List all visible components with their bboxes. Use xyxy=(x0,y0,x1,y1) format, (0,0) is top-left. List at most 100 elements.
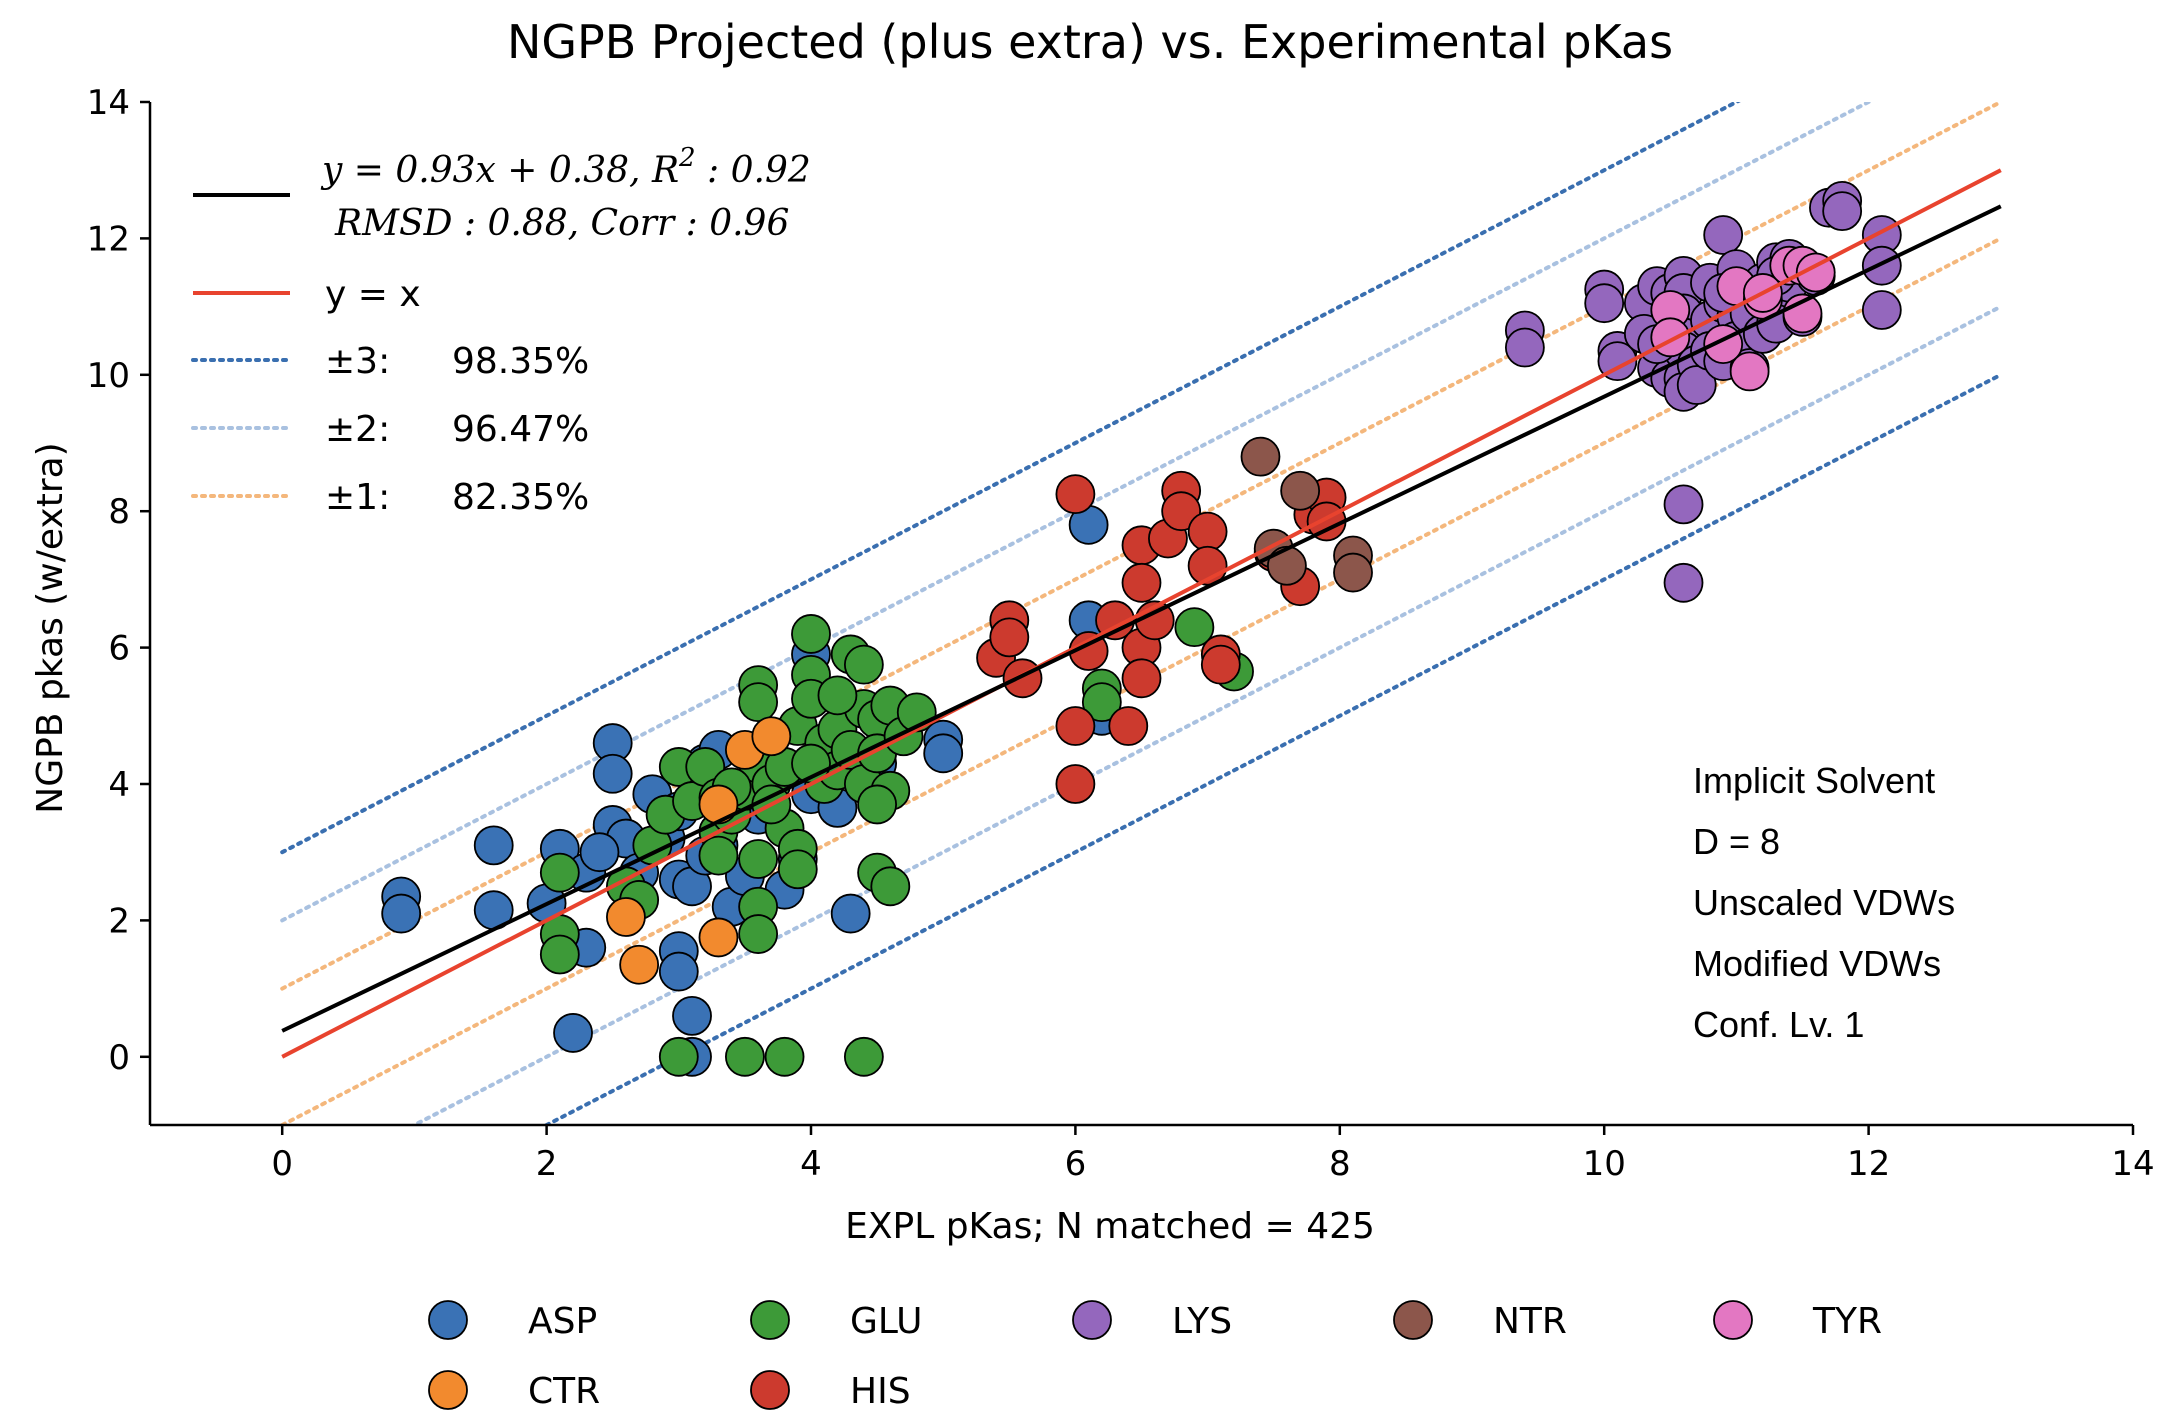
point-asp-18 xyxy=(658,951,699,992)
point-glu-42 xyxy=(843,1036,884,1077)
point-his-9 xyxy=(1108,706,1149,746)
point-glu-0 xyxy=(539,852,580,893)
point-his-18 xyxy=(1187,511,1228,552)
y-tick-label: 0 xyxy=(108,1038,130,1078)
legend-marker-tyr xyxy=(1713,1300,1753,1340)
point-his-13 xyxy=(1121,658,1162,699)
point-glu-53 xyxy=(857,784,897,825)
y-tick-label: 10 xyxy=(87,356,130,396)
legend-label-glu: GLU xyxy=(850,1301,923,1342)
legend-marker-his xyxy=(750,1370,790,1410)
category-legend: ASP GLU LYS NTR TYR CTR HIS xyxy=(428,1300,1882,1412)
fit-legend: y = 0.93x + 0.38, R2 : 0.92 RMSD : 0.88, … xyxy=(191,143,811,518)
y-tick-label: 2 xyxy=(108,901,130,941)
point-lys-47 xyxy=(1861,245,1902,286)
point-asp-2 xyxy=(473,825,514,866)
point-ctr-2 xyxy=(698,784,739,825)
y-tick-label: 12 xyxy=(87,219,130,259)
point-ntr-0 xyxy=(1240,436,1281,477)
legend-marker-glu xyxy=(750,1300,790,1340)
legend-marker-ctr xyxy=(428,1370,468,1410)
point-lys-48 xyxy=(1861,290,1902,330)
legend-band-percent-2: 96.47% xyxy=(452,409,589,450)
point-glu-18 xyxy=(738,682,779,723)
legend-label-tyr: TYR xyxy=(1812,1301,1882,1342)
x-axis-label: EXPL pKas; N matched = 425 xyxy=(845,1206,1375,1247)
x-tick-label: 2 xyxy=(536,1144,558,1184)
legend-band-label-2: ±2: xyxy=(325,409,390,450)
legend-fit-equation-main: y = 0.93x + 0.38, R xyxy=(320,150,679,191)
point-glu-16 xyxy=(725,1036,765,1077)
annotation-line-2: Unscaled VDWs xyxy=(1693,882,1955,923)
x-tick-label: 12 xyxy=(1847,1144,1890,1184)
band-line-plus-2 xyxy=(280,102,1873,923)
point-lys-22 xyxy=(1676,365,1717,405)
point-his-17 xyxy=(1161,491,1202,532)
point-his-11 xyxy=(1121,562,1162,603)
point-glu-8 xyxy=(658,1036,699,1077)
chart-title: NGPB Projected (plus extra) vs. Experime… xyxy=(507,15,1673,69)
legend-band-percent-3: 98.35% xyxy=(452,341,589,382)
legend-band-label-1: ±1: xyxy=(325,477,390,518)
fit-line xyxy=(281,204,2002,1033)
axes: 0 2 4 6 8 10 12 14 0 2 4 6 8 10 12 14 xyxy=(87,83,2155,1184)
point-his-3 xyxy=(1002,658,1043,699)
point-lys-19 xyxy=(1663,484,1704,525)
point-his-2 xyxy=(989,617,1030,658)
point-asp-42 xyxy=(579,832,620,873)
point-asp-6 xyxy=(553,1013,593,1053)
point-glu-30 xyxy=(791,614,831,654)
point-asp-10 xyxy=(592,753,633,794)
point-lys-1 xyxy=(1504,327,1545,368)
point-ctr-0 xyxy=(606,897,646,937)
y-axis-label: NGPB pkas (w/extra) xyxy=(30,442,71,813)
point-tyr-1 xyxy=(1650,317,1691,358)
legend-label-lys: LYS xyxy=(1172,1301,1232,1342)
point-ntr-2 xyxy=(1267,545,1307,586)
point-ntr-3 xyxy=(1280,470,1321,511)
point-glu-13 xyxy=(698,835,739,876)
data-points xyxy=(381,180,1902,1077)
legend-band-label-3: ±3: xyxy=(325,341,390,382)
legend-label-ntr: NTR xyxy=(1493,1301,1567,1342)
point-tyr-4 xyxy=(1729,351,1770,392)
point-lys-20 xyxy=(1663,562,1704,603)
point-glu-2 xyxy=(539,934,580,975)
x-tick-label: 6 xyxy=(1065,1144,1087,1184)
point-glu-56 xyxy=(1174,607,1215,648)
band-line-plus-3 xyxy=(280,102,1741,855)
legend-label-ctr: CTR xyxy=(528,1371,600,1412)
point-lys-3 xyxy=(1584,283,1625,324)
point-glu-55 xyxy=(1081,682,1122,723)
point-asp-34 xyxy=(830,893,871,934)
legend-marker-lys xyxy=(1072,1300,1112,1340)
point-lys-26 xyxy=(1703,215,1744,255)
point-ctr-5 xyxy=(751,716,792,757)
legend-identity-label: y = x xyxy=(325,274,421,315)
legend-marker-ntr xyxy=(1393,1300,1433,1340)
annotation-line-1: D = 8 xyxy=(1693,821,1780,862)
point-glu-51 xyxy=(817,675,858,716)
point-asp-21 xyxy=(672,995,712,1036)
point-glu-39 xyxy=(843,644,884,685)
y-tick-label: 6 xyxy=(108,629,130,669)
legend-fit-r2-value: : 0.92 xyxy=(696,150,811,191)
legend-marker-asp xyxy=(428,1300,468,1340)
legend-label-asp: ASP xyxy=(528,1301,597,1342)
band-line-minus-3 xyxy=(542,372,2003,1125)
point-glu-26 xyxy=(764,1036,805,1077)
legend-label-his: HIS xyxy=(850,1371,911,1412)
point-ctr-1 xyxy=(619,944,660,985)
x-tick-label: 8 xyxy=(1329,1144,1351,1184)
point-his-21 xyxy=(1200,644,1241,685)
legend-fit-r2-sup: 2 xyxy=(678,143,696,173)
point-lys-45 xyxy=(1822,191,1863,232)
point-his-5 xyxy=(1055,706,1096,746)
point-glu-22 xyxy=(738,839,779,879)
legend-fit-equation: y = 0.93x + 0.38, R2 : 0.92 xyxy=(320,143,811,191)
x-tick-label: 0 xyxy=(271,1144,293,1184)
regression-lines xyxy=(281,168,2002,1059)
y-tick-label: 4 xyxy=(108,765,130,805)
point-his-6 xyxy=(1055,764,1096,804)
point-glu-29 xyxy=(777,849,818,890)
